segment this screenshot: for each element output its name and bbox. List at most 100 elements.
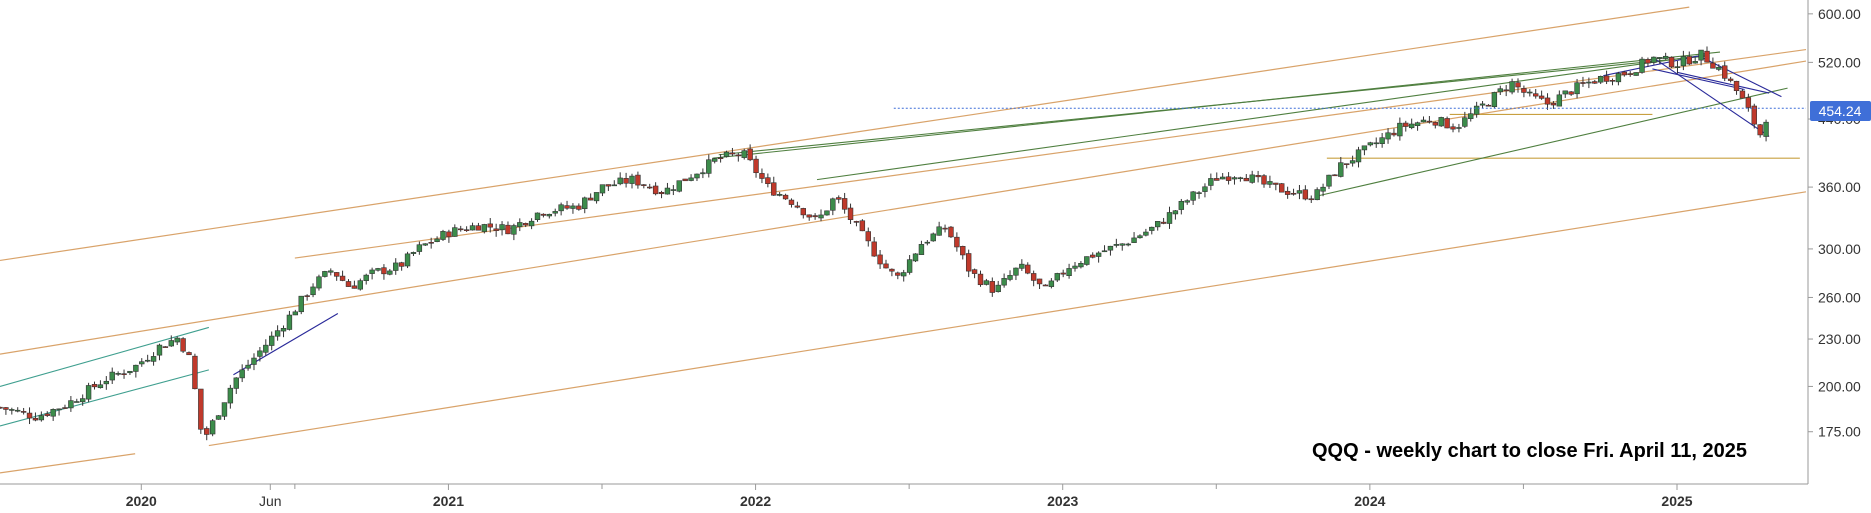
candle-body <box>505 224 511 235</box>
y-tick-label: 600.00 <box>1818 6 1861 22</box>
candle-body <box>1036 278 1043 285</box>
candle-body <box>1048 280 1055 287</box>
candle-body <box>56 408 62 411</box>
candle-body <box>115 373 121 375</box>
candle-body <box>965 253 972 272</box>
candle-body <box>1621 71 1628 76</box>
candle-body <box>629 175 635 184</box>
candle-body <box>623 178 629 184</box>
candle-body <box>983 280 990 285</box>
candle-body <box>20 411 27 413</box>
candle-body <box>570 205 576 209</box>
candle-body <box>422 243 428 246</box>
candle-body <box>1338 162 1344 177</box>
candle-body <box>912 253 919 262</box>
candle-body <box>1385 132 1391 140</box>
candle-body <box>1580 82 1586 84</box>
candle-body <box>954 236 960 248</box>
candle-body <box>304 295 310 297</box>
candle-body <box>1367 142 1374 146</box>
candle-body <box>416 244 423 252</box>
candle-body <box>127 370 133 374</box>
candle-body <box>676 180 682 192</box>
candle-body <box>251 357 257 365</box>
candle-body <box>150 356 157 362</box>
candle-body <box>280 328 287 332</box>
y-tick-label: 260.00 <box>1818 289 1861 305</box>
candle-body <box>245 364 251 369</box>
candle-body <box>1420 119 1427 123</box>
candle-body <box>404 253 411 267</box>
candle-body <box>1733 80 1740 92</box>
candle-body <box>322 271 328 277</box>
candle-body <box>227 387 234 404</box>
channel-line <box>294 48 1807 259</box>
candle-body <box>664 187 671 195</box>
candle-body <box>942 227 948 230</box>
candle-body <box>1172 210 1179 215</box>
candle-body <box>1154 221 1161 228</box>
candle-body <box>711 158 718 162</box>
candle-body <box>1290 192 1297 195</box>
candle-body <box>1119 243 1125 246</box>
candle-body <box>1533 93 1539 97</box>
time-axis: 2020 Jun 2021 2022 2023 2024 2025 <box>126 484 1693 509</box>
candle-body <box>1030 273 1037 281</box>
candle-body <box>924 241 931 244</box>
candle-body <box>1615 73 1622 83</box>
x-tick-label: 2024 <box>1354 493 1385 509</box>
candle-body <box>328 270 334 273</box>
candle-body <box>310 286 316 296</box>
candle-body <box>62 407 68 409</box>
candle-body <box>1592 81 1598 84</box>
candle-body <box>410 252 417 254</box>
candle-body <box>1013 267 1019 276</box>
green-trendline <box>712 51 1721 159</box>
candle-body <box>1686 56 1692 65</box>
candle-body <box>44 413 50 416</box>
channel-line <box>0 453 136 474</box>
candle-body <box>1462 117 1468 127</box>
candle-body <box>1491 92 1498 107</box>
candle-body <box>918 244 925 255</box>
candle-body <box>221 402 228 417</box>
candle-body <box>133 364 139 372</box>
channel-line <box>0 6 1690 262</box>
candle-body <box>617 177 623 185</box>
candle-body <box>522 223 529 226</box>
candle-body <box>1078 262 1084 268</box>
candle-body <box>168 340 174 347</box>
candle-body <box>32 417 39 421</box>
candle-body <box>398 262 405 267</box>
candle-body <box>765 177 771 184</box>
candle-body <box>1515 82 1521 88</box>
candle-body <box>706 159 712 174</box>
candle-body <box>1603 75 1610 82</box>
candle-body <box>1556 94 1563 107</box>
candle-body <box>1668 56 1675 68</box>
candle-body <box>1025 264 1031 274</box>
candle-body <box>1202 186 1208 192</box>
candle-body <box>1450 126 1456 130</box>
candle-body <box>316 276 322 289</box>
candle-body <box>1527 91 1533 94</box>
candle-body <box>233 377 239 389</box>
x-tick-label: 2023 <box>1047 493 1078 509</box>
candle-body <box>635 174 641 186</box>
candle-body <box>960 246 966 256</box>
candle-body <box>1651 56 1657 63</box>
candle-body <box>15 409 21 412</box>
candle-body <box>1284 190 1291 195</box>
candle-body <box>1219 176 1226 180</box>
candle-body <box>1479 103 1486 106</box>
candle-body <box>97 384 104 389</box>
candle-body <box>1007 275 1013 280</box>
candle-body <box>458 228 464 231</box>
candle-body <box>735 154 742 157</box>
candle-body <box>1084 256 1090 265</box>
candle-body <box>1060 272 1066 275</box>
candle-body <box>1586 81 1592 84</box>
candle-body <box>1101 250 1108 253</box>
candle-body <box>393 262 399 271</box>
